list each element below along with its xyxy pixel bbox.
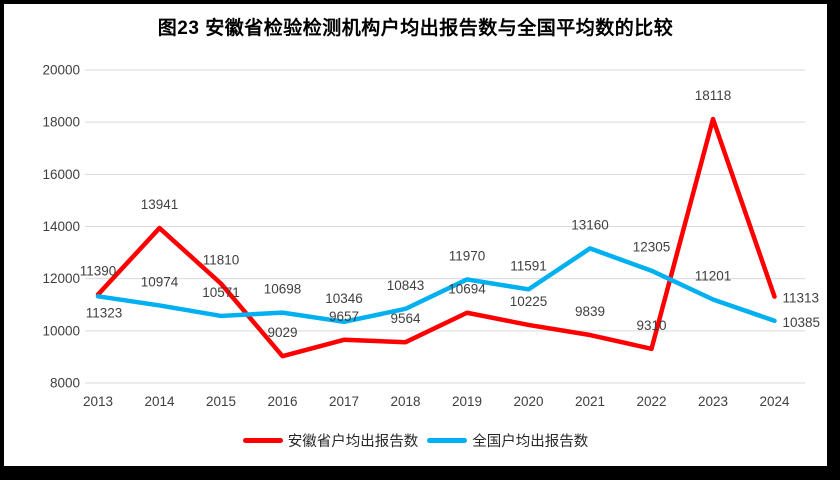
legend-label-national: 全国户均出报告数 [472, 434, 589, 450]
data-label: 10843 [387, 278, 425, 293]
y-axis-tick-label: 10000 [42, 323, 80, 338]
x-axis-tick-label: 2016 [267, 394, 297, 409]
data-label: 13941 [141, 197, 179, 212]
line-chart: 8000 10000 12000 14000 16000 18000 20000 2013 20… [42, 63, 821, 410]
anhui-series-line [95, 116, 777, 359]
y-axis-tick-label: 12000 [42, 271, 80, 286]
data-label: 11323 [86, 305, 123, 320]
data-label: 18118 [695, 88, 732, 103]
x-axis-tick-label: 2022 [636, 394, 666, 409]
x-axis-tick-label: 2019 [452, 394, 482, 409]
data-label: 10974 [141, 274, 179, 289]
y-axis-tick-label: 18000 [42, 115, 80, 130]
legend-line-swatch-red [242, 438, 283, 443]
y-axis-tick-label: 8000 [50, 376, 80, 391]
legend-line-swatch-blue [427, 438, 468, 443]
data-label: 10346 [325, 291, 363, 306]
x-axis-tick-label: 2013 [83, 394, 113, 409]
y-axis-tick-label: 20000 [42, 63, 80, 78]
chart-legend: 安徽省户均出报告数 全国户均出报告数 [4, 430, 827, 451]
national-series-line [95, 246, 777, 325]
data-label: 10385 [783, 315, 821, 330]
data-label: 11201 [695, 269, 732, 284]
legend-item-anhui: 安徽省户均出报告数 [242, 430, 419, 451]
data-label: 9564 [390, 311, 421, 326]
data-label: 10225 [510, 294, 548, 309]
data-label: 11313 [783, 291, 820, 306]
data-label: 11810 [203, 253, 240, 268]
data-label: 11390 [80, 264, 117, 279]
data-label: 13160 [571, 217, 609, 232]
x-axis-tick-label: 2023 [698, 394, 728, 409]
x-axis-tick-label: 2024 [759, 394, 790, 409]
data-label: 11970 [449, 248, 486, 263]
x-axis-tick-label: 2014 [144, 394, 175, 409]
data-label: 12305 [633, 240, 671, 255]
data-label: 10698 [264, 282, 302, 297]
data-label: 10694 [448, 282, 486, 297]
data-label: 10571 [202, 285, 240, 300]
legend-label-anhui: 安徽省户均出报告数 [287, 434, 419, 450]
legend-item-national: 全国户均出报告数 [427, 430, 588, 451]
x-axis-tick-label: 2020 [513, 394, 543, 409]
data-label: 9839 [575, 304, 605, 319]
data-label: 11591 [510, 258, 547, 273]
x-axis-tick-label: 2017 [329, 394, 359, 409]
x-axis-tick-label: 2018 [390, 394, 420, 409]
x-axis-tick-label: 2015 [206, 394, 236, 409]
y-axis-tick-label: 16000 [42, 167, 80, 182]
data-label: 9310 [636, 318, 666, 333]
data-label: 9029 [267, 325, 297, 340]
chart-title: 图23 安徽省检验检测机构户均出报告数与全国平均数的比较 [157, 18, 674, 39]
y-axis-tick-label: 14000 [42, 219, 80, 234]
data-label: 9657 [329, 309, 359, 324]
x-axis-tick-label: 2021 [575, 394, 605, 409]
